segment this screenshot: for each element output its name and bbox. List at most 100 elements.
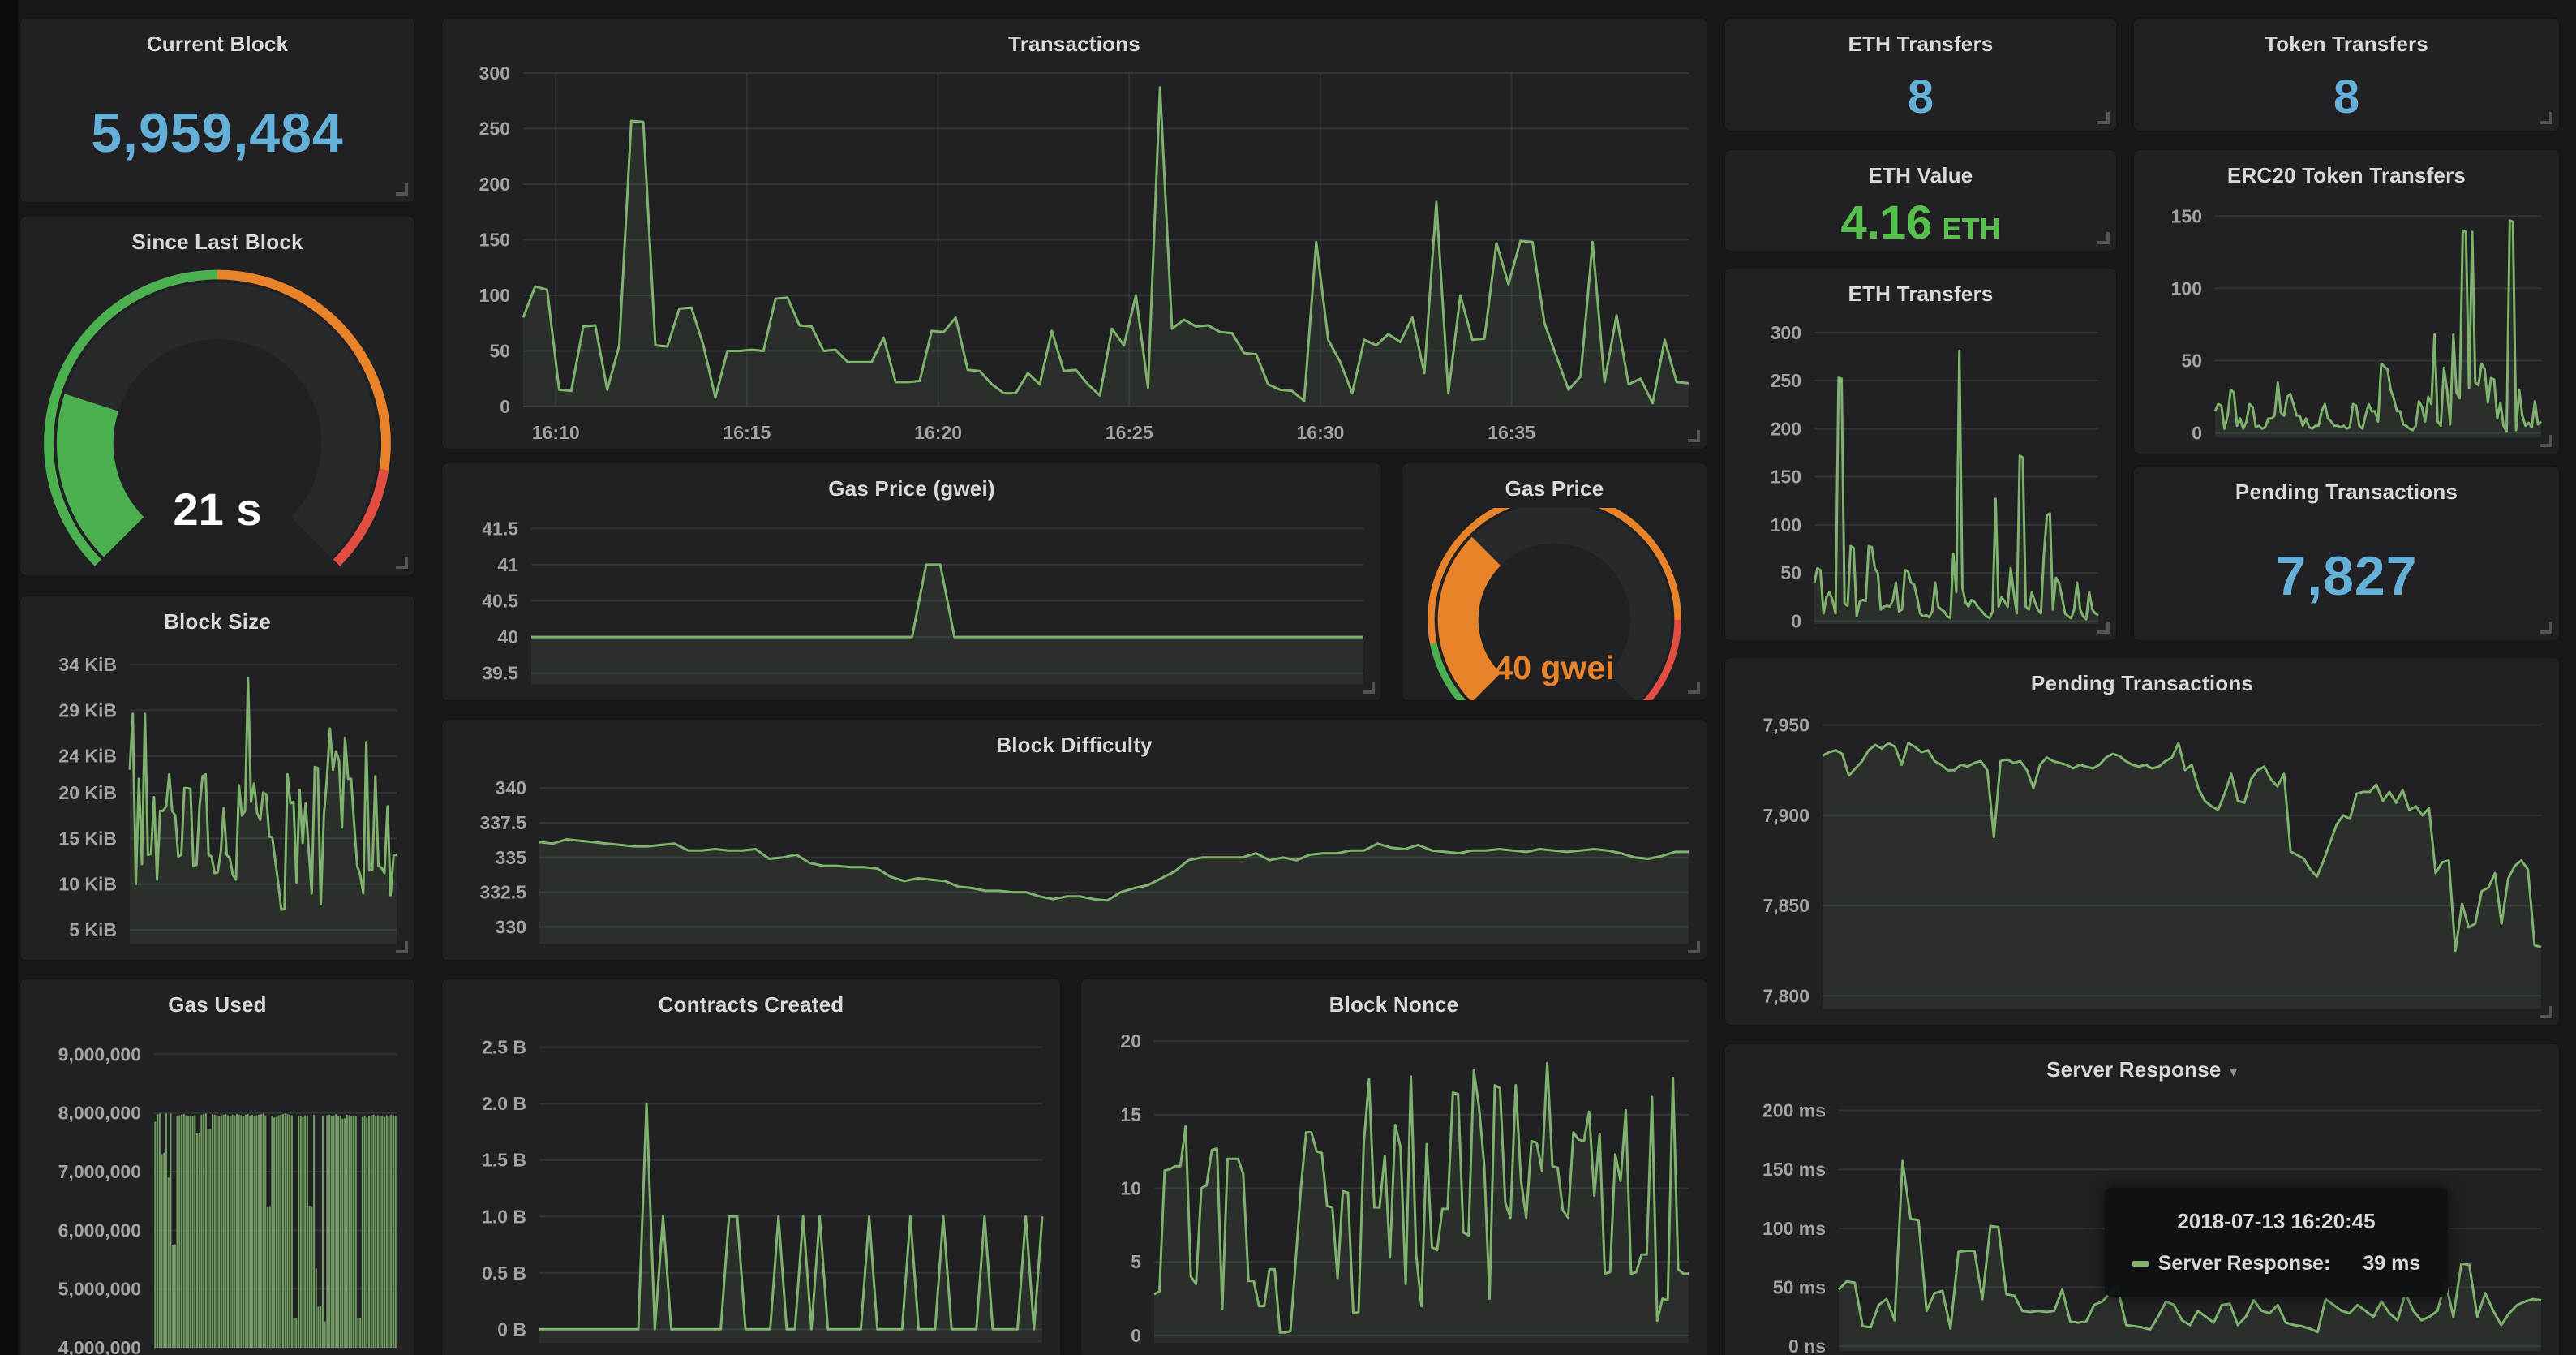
block-size-chart[interactable]: 5 KiB 10 KiB 15 KiB 20 KiB 24 KiB 29 KiB 34 Ki… (20, 641, 414, 960)
svg-text:50: 50 (2181, 351, 2202, 372)
svg-text:340: 340 (496, 777, 526, 798)
svg-text:15: 15 (1120, 1104, 1141, 1125)
panel-resize-handle[interactable] (1363, 682, 1375, 694)
svg-text:50 ms: 50 ms (1773, 1277, 1826, 1298)
panel-resize-handle[interactable] (2540, 622, 2552, 634)
stat-value: 5,959,484 (91, 101, 344, 164)
series-color-dash-icon (2132, 1261, 2149, 1267)
panel-gas-price-gauge: Gas Price 40 gwei (1402, 462, 1707, 701)
svg-text:41: 41 (497, 554, 518, 575)
svg-text:2.0 B: 2.0 B (482, 1093, 526, 1114)
panel-title[interactable]: ERC20 Token Transfers (2226, 163, 2467, 187)
svg-text:7,950: 7,950 (1762, 715, 1810, 736)
svg-text:330: 330 (496, 916, 526, 937)
panel-resize-handle[interactable] (396, 941, 408, 953)
chart-tooltip: 2018-07-13 16:20:45 Server Response: 39 … (2104, 1188, 2449, 1297)
panel-resize-handle[interactable] (2097, 232, 2110, 244)
svg-text:40: 40 (497, 626, 518, 647)
svg-text:7,850: 7,850 (1762, 895, 1810, 916)
panel-resize-handle[interactable] (396, 557, 408, 569)
contracts-created-chart[interactable]: 0 B 0.5 B 1.0 B 1.5 B 2.0 B 2.5 B (442, 1024, 1060, 1355)
panel-title[interactable]: Block Difficulty (996, 733, 1153, 757)
panel-contracts-created: Contracts Created 0 B 0.5 B 1.0 B 1.5 B 2.0 … (441, 979, 1061, 1355)
tooltip-timestamp: 2018-07-13 16:20:45 (2177, 1209, 2376, 1234)
svg-text:16:15: 16:15 (723, 422, 771, 443)
svg-text:34 KiB: 34 KiB (58, 654, 117, 675)
svg-text:10 KiB: 10 KiB (58, 874, 117, 895)
svg-text:300: 300 (479, 63, 510, 84)
panel-title[interactable]: Gas Used (168, 992, 267, 1017)
pending-transactions-chart[interactable]: 7,800 7,850 7,900 7,950 (1725, 703, 2559, 1025)
svg-text:40 gwei: 40 gwei (1494, 649, 1614, 686)
server-response-chart[interactable]: 0 ns 50 ms 100 ms 150 ms 200 ms (1725, 1089, 2559, 1355)
panel-block-nonce: Block Nonce 0 5 10 15 20 (1080, 979, 1707, 1355)
svg-text:5 KiB: 5 KiB (69, 919, 117, 940)
eth-transfers-chart[interactable]: 0 50 100 150 200 250 300 (1725, 313, 2116, 640)
svg-text:50: 50 (1780, 562, 1801, 583)
panel-title[interactable]: Block Size (163, 609, 272, 634)
panel-title[interactable]: Pending Transactions (2235, 480, 2458, 504)
svg-text:150: 150 (479, 230, 510, 251)
sidebar-edge (0, 0, 18, 1355)
panel-menu-caret-icon[interactable]: ▾ (2229, 1062, 2238, 1081)
panel-resize-handle[interactable] (2540, 1006, 2552, 1018)
panel-block-difficulty: Block Difficulty 330 332.5 335 337.5 340 (441, 719, 1707, 961)
gas-price-gauge[interactable]: 40 gwei (1402, 508, 1707, 700)
gas-used-chart[interactable]: 4,000,000 5,000,000 6,000,000 7,000,000 8,00… (20, 1024, 414, 1355)
panel-title[interactable]: Gas Price (gwei) (828, 476, 995, 501)
svg-text:300: 300 (1771, 322, 1801, 343)
svg-text:29 KiB: 29 KiB (58, 699, 117, 721)
block-difficulty-chart[interactable]: 330 332.5 335 337.5 340 (442, 764, 1707, 960)
svg-text:6,000,000: 6,000,000 (58, 1220, 141, 1241)
svg-text:2.5 B: 2.5 B (482, 1037, 526, 1058)
panel-title[interactable]: ETH Value (1868, 163, 1973, 187)
erc20-token-transfers-chart[interactable]: 0 50 100 150 (2134, 195, 2559, 454)
panel-title[interactable]: ETH Transfers (1848, 282, 1994, 306)
panel-gas-price-gwei: Gas Price (gwei) 39.5 40 40.5 41 41.5 (441, 462, 1382, 701)
eth-value-number: 4.16 (1840, 196, 1933, 249)
panel-title[interactable]: Server Response ▾ (1725, 1044, 2559, 1089)
since-last-block-gauge[interactable]: 21 s (20, 261, 414, 575)
svg-text:250: 250 (1771, 370, 1801, 391)
stat-value: 4.16 ETH (1725, 195, 2116, 251)
panel-resize-handle[interactable] (2097, 622, 2110, 634)
svg-text:0: 0 (1791, 610, 1801, 631)
panel-pending-transactions-stat: Pending Transactions 7,827 (2133, 466, 2560, 641)
svg-text:5,000,000: 5,000,000 (58, 1279, 141, 1300)
svg-text:39.5: 39.5 (482, 663, 518, 684)
panel-resize-handle[interactable] (1688, 941, 1700, 953)
panel-title[interactable]: Block Nonce (1329, 992, 1459, 1017)
block-nonce-chart[interactable]: 0 5 10 15 20 (1081, 1024, 1707, 1355)
panel-resize-handle[interactable] (1688, 682, 1700, 694)
panel-title[interactable]: Token Transfers (2265, 32, 2428, 56)
panel-token-transfers-stat: Token Transfers 8 (2133, 18, 2560, 131)
panel-title[interactable]: ETH Transfers (1848, 32, 1994, 56)
svg-text:40.5: 40.5 (482, 591, 518, 612)
panel-title[interactable]: Contracts Created (658, 992, 844, 1017)
panel-resize-handle[interactable] (2097, 112, 2110, 124)
svg-text:250: 250 (479, 118, 510, 140)
svg-text:16:35: 16:35 (1488, 422, 1535, 443)
svg-text:16:30: 16:30 (1296, 422, 1344, 443)
panel-resize-handle[interactable] (2540, 435, 2552, 447)
panel-title[interactable]: Transactions (1008, 32, 1140, 56)
panel-gas-used: Gas Used 4,000,000 5,000,000 6,000,000 7,00… (19, 979, 415, 1355)
stat-value: 8 (1907, 71, 1934, 123)
svg-text:100 ms: 100 ms (1762, 1218, 1826, 1239)
svg-text:24 KiB: 24 KiB (58, 746, 117, 767)
svg-text:1.0 B: 1.0 B (482, 1206, 526, 1227)
panel-resize-handle[interactable] (396, 183, 408, 196)
svg-text:8,000,000: 8,000,000 (58, 1103, 141, 1124)
panel-title[interactable]: Current Block (146, 32, 289, 56)
panel-title[interactable]: Pending Transactions (2030, 671, 2254, 695)
transactions-chart[interactable]: 0 50 100 150 200 250 300 16:10 16:15 16:20 16:25 16… (442, 63, 1707, 449)
panel-current-block: Current Block 5,959,484 (19, 18, 415, 203)
svg-text:200 ms: 200 ms (1762, 1100, 1826, 1121)
gas-price-chart[interactable]: 39.5 40 40.5 41 41.5 (442, 508, 1381, 700)
svg-text:100: 100 (479, 285, 510, 306)
svg-text:0 ns: 0 ns (1788, 1336, 1826, 1355)
panel-resize-handle[interactable] (1688, 430, 1700, 442)
panel-title[interactable]: Gas Price (1505, 476, 1604, 501)
panel-resize-handle[interactable] (2540, 112, 2552, 124)
panel-title[interactable]: Since Last Block (131, 230, 303, 254)
